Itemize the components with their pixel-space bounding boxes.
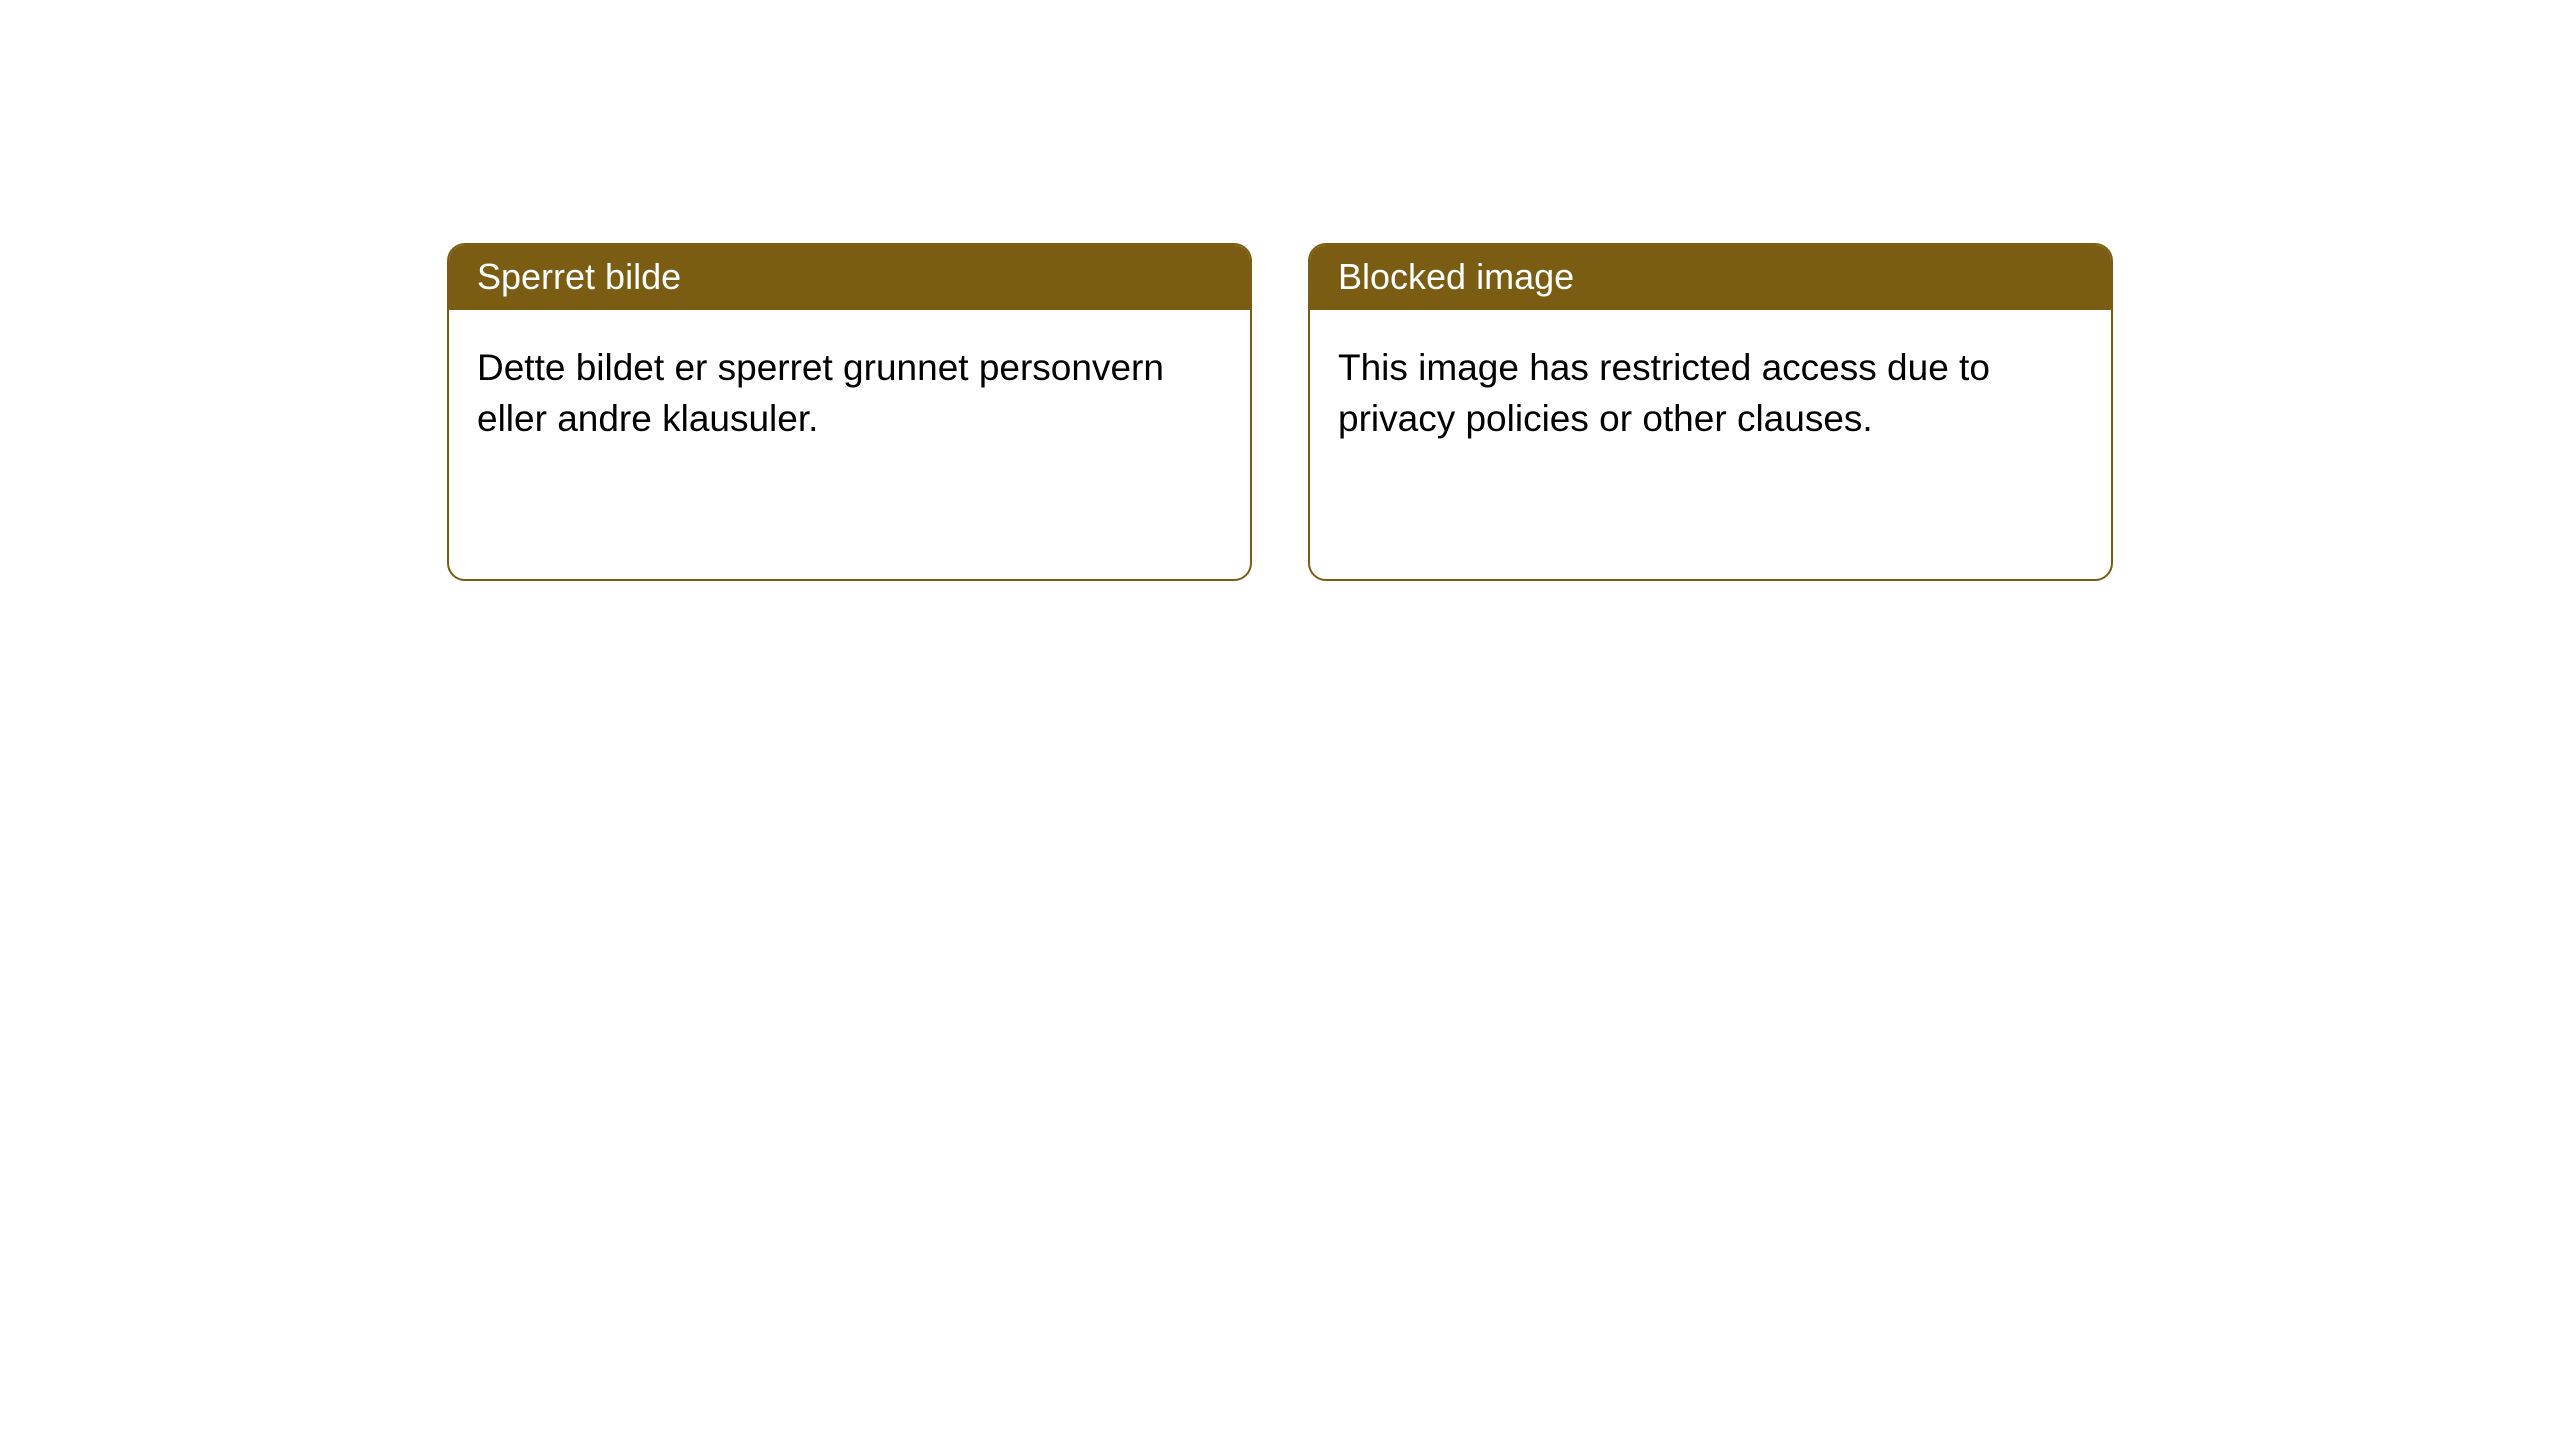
notice-header: Sperret bilde bbox=[449, 245, 1250, 310]
notice-card-norwegian: Sperret bilde Dette bildet er sperret gr… bbox=[447, 243, 1252, 581]
notice-body: Dette bildet er sperret grunnet personve… bbox=[449, 310, 1250, 476]
notice-container: Sperret bilde Dette bildet er sperret gr… bbox=[0, 0, 2560, 581]
notice-header: Blocked image bbox=[1310, 245, 2111, 310]
notice-body: This image has restricted access due to … bbox=[1310, 310, 2111, 476]
notice-card-english: Blocked image This image has restricted … bbox=[1308, 243, 2113, 581]
